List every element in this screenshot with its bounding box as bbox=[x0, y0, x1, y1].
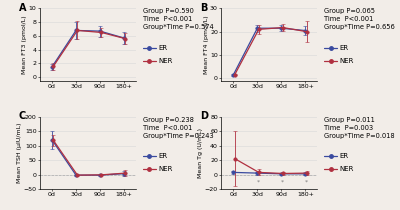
Text: A: A bbox=[19, 3, 26, 13]
Text: ER: ER bbox=[158, 154, 168, 159]
Text: *: * bbox=[280, 180, 284, 185]
Text: NER: NER bbox=[158, 58, 173, 64]
Text: ER: ER bbox=[340, 154, 349, 159]
Y-axis label: Mean FT4 (pmol/L): Mean FT4 (pmol/L) bbox=[204, 15, 209, 74]
Y-axis label: Mean FT3 (pmol/L): Mean FT3 (pmol/L) bbox=[22, 15, 27, 74]
Text: *: * bbox=[256, 180, 260, 185]
Text: NER: NER bbox=[158, 167, 173, 172]
Text: *: * bbox=[304, 180, 308, 185]
Y-axis label: Mean Tg (U/mL): Mean Tg (U/mL) bbox=[198, 128, 203, 178]
Text: NER: NER bbox=[340, 58, 354, 64]
Text: Group P=0.011
Time  P=0.003
Group*Time P=0.018: Group P=0.011 Time P=0.003 Group*Time P=… bbox=[324, 117, 395, 139]
Text: ER: ER bbox=[340, 45, 349, 51]
Text: Group P=0.590
Time  P<0.001
Group*Time P=0.574: Group P=0.590 Time P<0.001 Group*Time P=… bbox=[143, 8, 214, 30]
Text: ER: ER bbox=[158, 45, 168, 51]
Text: Group P=0.238
Time  P<0.001
Group*Time P=0.243: Group P=0.238 Time P<0.001 Group*Time P=… bbox=[143, 117, 213, 139]
Text: D: D bbox=[200, 111, 208, 121]
Text: NER: NER bbox=[340, 167, 354, 172]
Text: C: C bbox=[19, 111, 26, 121]
Text: B: B bbox=[200, 3, 208, 13]
Text: Group P=0.065
Time  P<0.001
Group*Time P=0.656: Group P=0.065 Time P<0.001 Group*Time P=… bbox=[324, 8, 395, 30]
Y-axis label: Mean TSH (μIU/mL): Mean TSH (μIU/mL) bbox=[17, 123, 22, 183]
